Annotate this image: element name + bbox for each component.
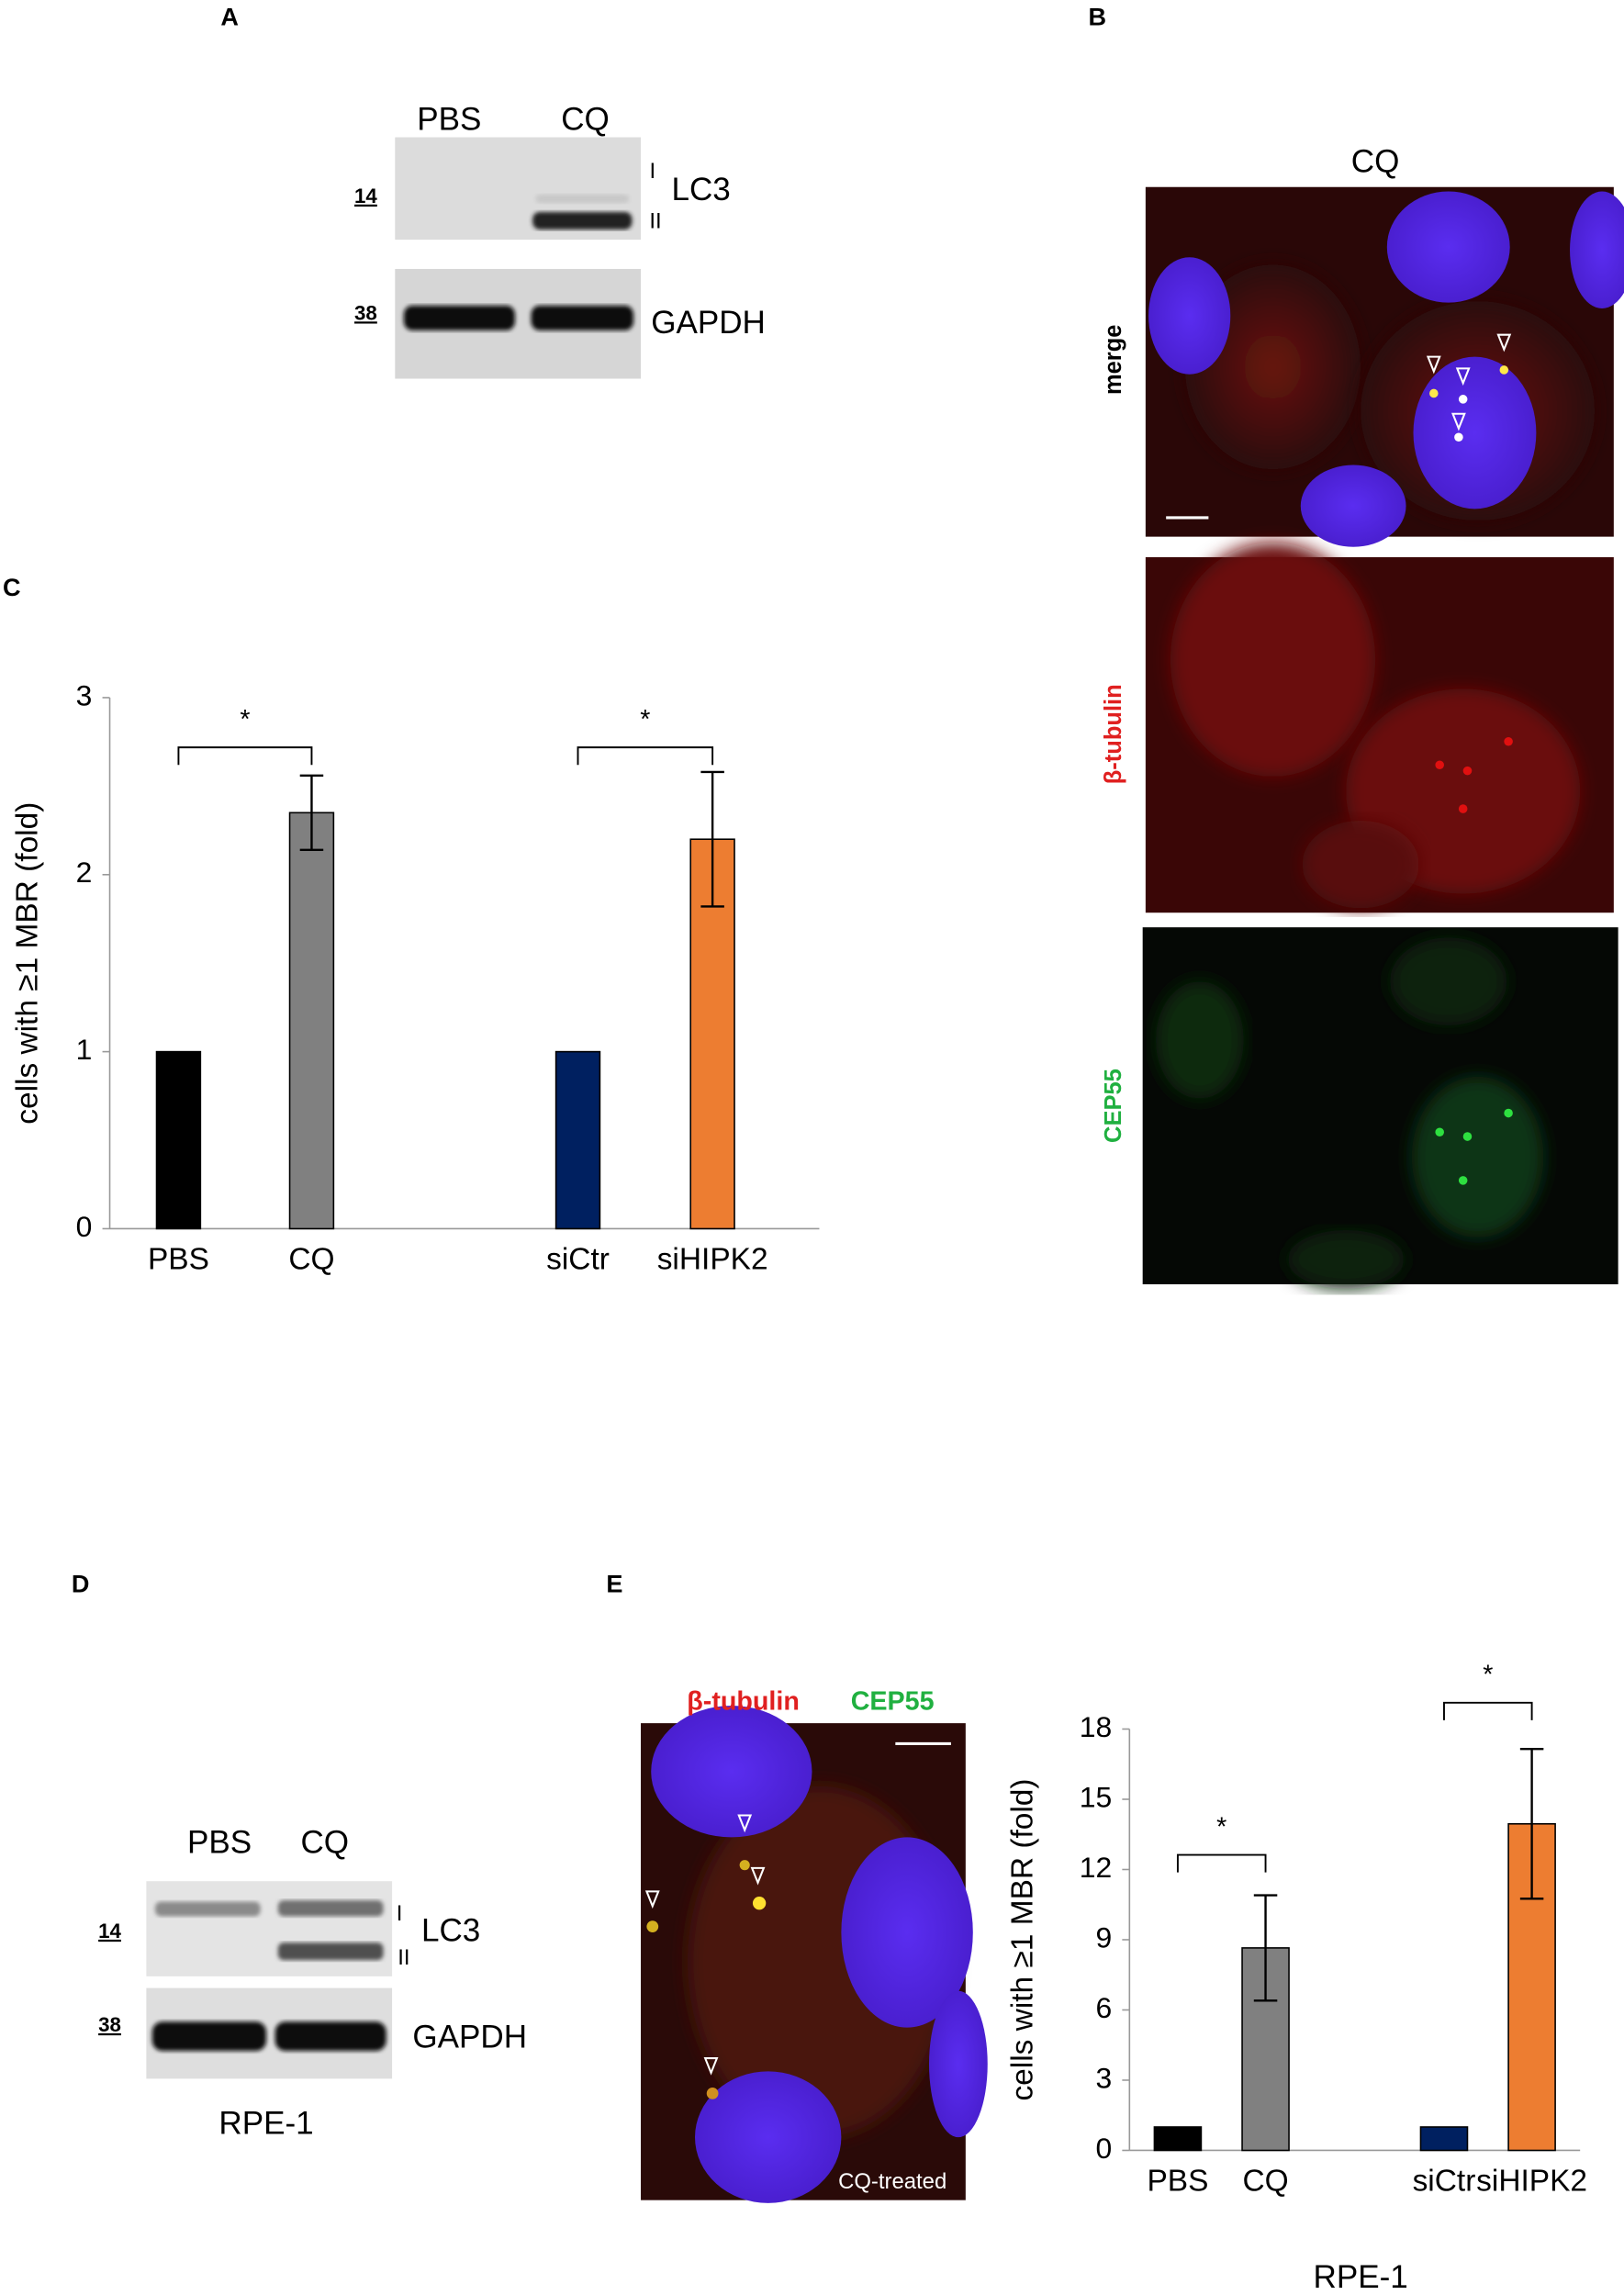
mw-marker: 38 bbox=[354, 301, 377, 324]
stain-label: CEP55 bbox=[851, 1686, 935, 1716]
significance-label: * bbox=[240, 705, 250, 734]
y-tick-label: 15 bbox=[1080, 1780, 1112, 1813]
error-bar bbox=[1253, 1894, 1278, 2002]
channel-label: merge bbox=[1101, 325, 1126, 396]
panel-letter: D bbox=[72, 1569, 90, 1597]
form-label: I bbox=[397, 1901, 403, 1926]
significance-label: * bbox=[640, 705, 650, 734]
lane-label: CQ bbox=[301, 1825, 350, 1861]
panel-letter: E bbox=[606, 1569, 622, 1597]
lane-label: PBS bbox=[187, 1825, 252, 1861]
y-tick-label: 6 bbox=[1095, 1991, 1112, 2024]
x-tick-label: PBS bbox=[148, 1242, 209, 1276]
mw-marker: 14 bbox=[354, 185, 377, 207]
significance-bracket bbox=[577, 746, 714, 766]
significance-bracket bbox=[177, 746, 313, 766]
significance-label: * bbox=[1216, 1812, 1226, 1842]
y-tick-label: 1 bbox=[76, 1033, 93, 1066]
micrograph bbox=[1145, 186, 1624, 547]
form-label: II bbox=[398, 1945, 409, 1970]
x-tick-label: CQ bbox=[1242, 2164, 1288, 2198]
panel-letter: A bbox=[220, 3, 239, 31]
y-axis-label: cells with ≥1 MBR (fold) bbox=[1005, 1778, 1039, 2100]
protein-label: LC3 bbox=[672, 172, 731, 207]
protein-label: GAPDH bbox=[412, 2020, 527, 2055]
y-tick-label: 12 bbox=[1080, 1851, 1112, 1884]
bar bbox=[554, 1050, 601, 1230]
protein-label: GAPDH bbox=[651, 305, 766, 341]
y-tick-label: 18 bbox=[1080, 1710, 1112, 1743]
stain-label: β-tubulin bbox=[687, 1686, 800, 1716]
mw-marker: 38 bbox=[98, 2013, 121, 2036]
micrograph bbox=[1145, 543, 1614, 913]
protein-label: LC3 bbox=[421, 1912, 480, 1948]
significance-bracket bbox=[1176, 1853, 1267, 1873]
cell-line-label: RPE-1 bbox=[218, 2106, 313, 2142]
bar bbox=[155, 1050, 202, 1230]
panel-letter: B bbox=[1088, 3, 1106, 31]
y-tick-label: 0 bbox=[1095, 2132, 1112, 2165]
mw-marker: 14 bbox=[98, 1920, 121, 1942]
micrograph bbox=[641, 1705, 988, 2203]
y-tick-label: 0 bbox=[76, 1210, 93, 1243]
panel-letter: C bbox=[3, 573, 21, 601]
y-tick-label: 3 bbox=[76, 678, 93, 711]
x-axis-label: RPE-1 bbox=[1314, 2259, 1408, 2295]
western-blot bbox=[395, 137, 642, 379]
error-bar bbox=[700, 770, 724, 908]
micrograph bbox=[1142, 927, 1618, 1289]
significance-label: * bbox=[1483, 1661, 1493, 1690]
panel-title: CQ bbox=[1351, 144, 1400, 180]
form-label: I bbox=[649, 159, 655, 184]
channel-label: CEP55 bbox=[1101, 1069, 1126, 1143]
y-tick-label: 3 bbox=[1095, 2061, 1112, 2094]
x-tick-label: CQ bbox=[288, 1242, 334, 1276]
lane-label: CQ bbox=[561, 101, 610, 137]
y-axis-label: cells with ≥1 MBR (fold) bbox=[11, 802, 45, 1125]
treatment-label: CQ-treated bbox=[838, 2169, 946, 2194]
lane-label: PBS bbox=[417, 101, 481, 137]
y-tick-label: 9 bbox=[1095, 1920, 1112, 1954]
x-tick-label: siHIPK2 bbox=[657, 1242, 768, 1276]
form-label: II bbox=[649, 208, 661, 233]
bar bbox=[1419, 2126, 1469, 2152]
x-tick-label: siCtr bbox=[546, 1242, 610, 1276]
x-tick-label: siCtr bbox=[1413, 2164, 1476, 2198]
error-bar bbox=[299, 774, 324, 851]
y-tick-label: 2 bbox=[76, 856, 93, 889]
bar bbox=[288, 812, 335, 1230]
channel-label: β-tubulin bbox=[1101, 684, 1126, 784]
error-bar bbox=[1519, 1747, 1544, 1900]
x-tick-label: siHIPK2 bbox=[1476, 2164, 1587, 2198]
bar bbox=[1153, 2126, 1203, 2152]
x-tick-label: PBS bbox=[1147, 2164, 1208, 2198]
western-blot bbox=[146, 1881, 393, 2079]
significance-bracket bbox=[1443, 1701, 1533, 1720]
